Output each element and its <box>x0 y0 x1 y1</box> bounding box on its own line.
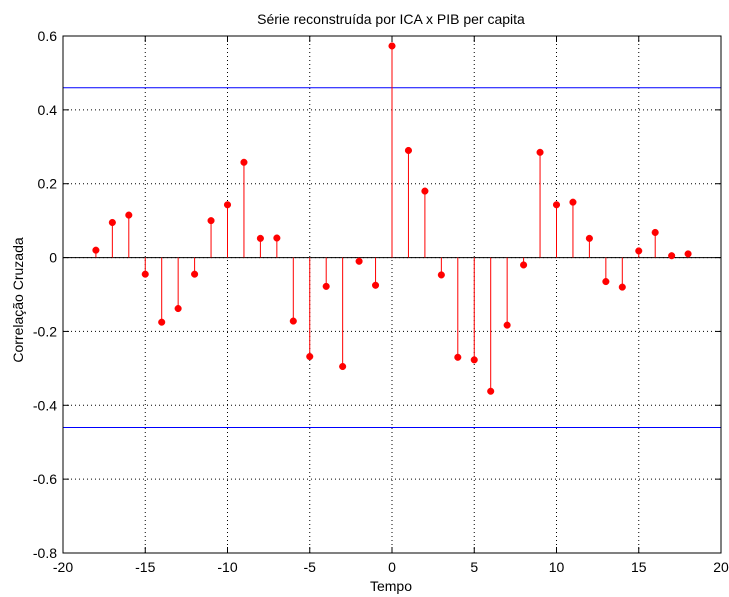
stem-marker <box>569 198 577 206</box>
stem-marker <box>322 282 330 290</box>
stem-marker <box>520 261 528 269</box>
stem-markers <box>92 42 692 395</box>
x-tick-label: 20 <box>713 559 729 575</box>
stem-marker <box>470 356 478 364</box>
x-tick-label: 10 <box>549 559 565 575</box>
stem-marker <box>141 270 149 278</box>
x-tick-label: -20 <box>53 559 73 575</box>
stem-marker <box>256 234 264 242</box>
x-tick-label: 5 <box>470 559 478 575</box>
y-tick-labels: -0.8 -0.6 -0.4 -0.2 0 0.2 0.4 0.6 <box>33 28 57 561</box>
x-tick-label: -5 <box>304 559 317 575</box>
stem-marker <box>158 318 166 326</box>
y-tick-label: 0.6 <box>38 28 58 44</box>
stem-marker <box>668 252 676 260</box>
y-tick-label: 0.2 <box>38 176 58 192</box>
stem-marker <box>503 321 511 329</box>
y-tick-label: 0.4 <box>38 102 58 118</box>
stem-marker <box>355 257 363 265</box>
stem-marker <box>174 304 182 313</box>
stem-marker <box>306 352 314 361</box>
stem-marker <box>585 234 593 242</box>
stem-marker <box>339 362 347 371</box>
chart-title: Série reconstruída por ICA x PIB per cap… <box>257 11 525 27</box>
stem-marker <box>404 146 413 155</box>
stem-marker <box>421 187 429 195</box>
stem-marker <box>273 234 281 242</box>
y-axis-label: Correlação Cruzada <box>10 237 26 362</box>
x-tick-labels: -20 -15 -10 -5 0 5 10 15 20 <box>53 559 729 575</box>
y-tick-label: 0 <box>49 250 57 266</box>
stem-marker <box>552 201 561 209</box>
stem-marker <box>388 42 396 50</box>
stem-marker <box>635 247 643 255</box>
x-tick-label: 15 <box>631 559 647 575</box>
y-tick-label: -0.8 <box>33 545 57 561</box>
stem-marker <box>618 283 626 291</box>
x-tick-label: -10 <box>217 559 237 575</box>
tick-marks <box>62 35 722 554</box>
stem-marker <box>487 387 495 395</box>
stem-marker <box>536 148 544 156</box>
y-tick-label: -0.4 <box>33 397 57 413</box>
stem-marker <box>372 281 380 289</box>
stem-marker <box>651 228 659 237</box>
stem-marker <box>223 201 232 209</box>
x-tick-label: 0 <box>388 559 396 575</box>
y-tick-label: -0.6 <box>33 471 57 487</box>
stem-marker <box>684 250 692 258</box>
stem-marker <box>289 317 297 325</box>
stem-marker <box>437 271 445 279</box>
x-tick-label: -15 <box>135 559 155 575</box>
x-axis-label: Tempo <box>370 578 412 594</box>
stem-marker <box>602 278 610 286</box>
stem-marker <box>92 246 100 254</box>
stem-marker <box>207 217 215 225</box>
stem-marker <box>454 353 462 361</box>
y-tick-label: -0.2 <box>33 323 57 339</box>
stem-marker <box>125 211 133 219</box>
stem-marker <box>108 218 116 227</box>
stem-marker <box>240 158 248 166</box>
stem-marker <box>191 270 199 278</box>
